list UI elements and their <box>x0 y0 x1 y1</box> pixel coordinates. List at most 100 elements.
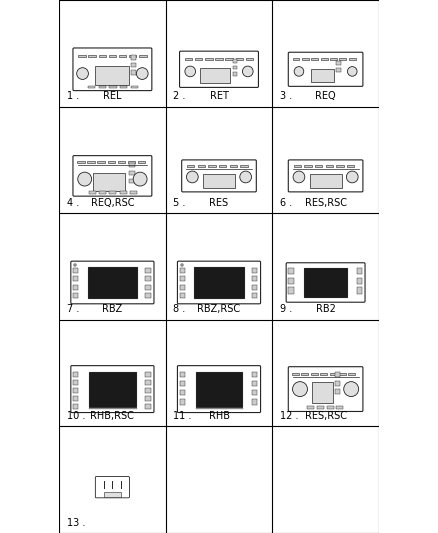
Text: 13 .: 13 . <box>67 518 85 528</box>
Bar <box>240 165 248 167</box>
Bar <box>336 406 343 409</box>
Bar <box>73 396 78 401</box>
Bar <box>139 55 147 57</box>
Bar <box>120 191 127 194</box>
FancyBboxPatch shape <box>288 160 363 192</box>
Bar <box>357 268 362 274</box>
Text: 6 .: 6 . <box>280 198 292 208</box>
Bar <box>198 165 205 167</box>
Bar <box>233 72 237 76</box>
Bar <box>118 161 125 163</box>
Bar <box>302 58 309 60</box>
Bar <box>339 373 346 375</box>
Bar <box>145 380 151 385</box>
Bar <box>301 373 308 375</box>
Bar <box>131 86 138 88</box>
Bar <box>89 191 96 194</box>
Circle shape <box>293 382 307 397</box>
Bar <box>311 373 318 375</box>
Bar <box>88 266 137 298</box>
Text: 10 .: 10 . <box>67 411 85 421</box>
Bar <box>312 382 333 403</box>
Bar <box>339 58 346 60</box>
Bar <box>335 389 340 394</box>
Bar <box>131 63 136 67</box>
Bar <box>74 264 76 266</box>
Bar <box>180 268 185 273</box>
Text: REL: REL <box>103 91 122 101</box>
Text: RHB,RSC: RHB,RSC <box>91 411 134 421</box>
Bar <box>95 66 130 85</box>
Bar <box>130 179 135 183</box>
Bar <box>252 390 258 395</box>
Text: REQ,RSC: REQ,RSC <box>91 198 134 208</box>
Bar <box>110 191 117 194</box>
Bar <box>233 66 237 69</box>
Bar <box>73 285 78 290</box>
Bar <box>315 165 322 167</box>
Bar <box>73 388 78 393</box>
Bar <box>200 68 230 83</box>
Bar <box>145 404 151 409</box>
Bar <box>185 58 192 60</box>
Bar <box>145 285 151 290</box>
Text: 4 .: 4 . <box>67 198 79 208</box>
Bar <box>119 55 126 57</box>
Bar <box>347 165 354 167</box>
Text: RES: RES <box>209 198 229 208</box>
Bar <box>325 165 333 167</box>
Bar <box>145 276 151 281</box>
Bar <box>252 268 258 273</box>
Bar <box>108 161 115 163</box>
Bar <box>89 372 136 407</box>
Bar <box>145 372 151 377</box>
Bar <box>310 174 342 188</box>
Bar <box>180 399 185 405</box>
Bar <box>128 161 135 163</box>
Bar <box>320 373 327 375</box>
Bar <box>203 174 235 188</box>
Bar <box>205 58 212 60</box>
FancyBboxPatch shape <box>71 261 154 304</box>
Bar <box>327 406 334 409</box>
Text: 8 .: 8 . <box>173 304 185 314</box>
Text: 11 .: 11 . <box>173 411 191 421</box>
Circle shape <box>293 171 305 183</box>
Bar <box>74 264 76 266</box>
Bar <box>304 165 312 167</box>
Bar <box>304 268 347 297</box>
Bar <box>180 264 183 266</box>
Bar <box>215 58 223 60</box>
Text: 12 .: 12 . <box>280 411 298 421</box>
Bar <box>288 278 293 284</box>
Bar <box>236 58 243 60</box>
Bar <box>109 55 116 57</box>
FancyBboxPatch shape <box>73 156 152 196</box>
Bar <box>292 373 299 375</box>
Text: 5 .: 5 . <box>173 198 186 208</box>
Circle shape <box>187 171 198 183</box>
Bar <box>252 285 258 290</box>
Bar <box>87 161 95 163</box>
Circle shape <box>346 171 358 183</box>
Circle shape <box>77 68 88 79</box>
Text: RES,RSC: RES,RSC <box>304 411 346 421</box>
Bar <box>336 61 340 65</box>
FancyBboxPatch shape <box>71 366 154 413</box>
Bar <box>194 266 244 298</box>
Text: RBZ: RBZ <box>102 304 123 314</box>
Bar <box>131 70 136 75</box>
Bar <box>73 276 78 281</box>
Bar <box>145 396 151 401</box>
Bar <box>208 165 216 167</box>
Bar <box>88 55 96 57</box>
Circle shape <box>240 171 251 183</box>
Bar <box>252 293 258 298</box>
Text: REQ: REQ <box>315 91 336 101</box>
Bar <box>288 287 293 294</box>
Bar <box>130 191 137 194</box>
Bar <box>73 404 78 409</box>
Bar <box>335 381 340 386</box>
Text: RHB: RHB <box>208 411 230 421</box>
Bar <box>145 293 151 298</box>
